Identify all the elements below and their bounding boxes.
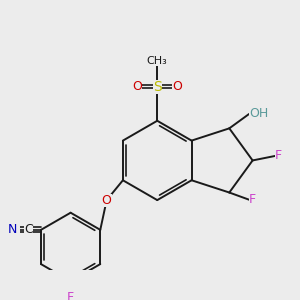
Text: CH₃: CH₃: [147, 56, 168, 66]
Text: O: O: [102, 194, 112, 207]
Text: O: O: [133, 80, 142, 93]
Text: F: F: [67, 291, 74, 300]
Text: F: F: [275, 149, 282, 162]
Text: O: O: [172, 80, 182, 93]
Text: F: F: [249, 193, 256, 206]
Text: N: N: [8, 223, 17, 236]
Text: OH: OH: [249, 107, 268, 120]
Text: S: S: [153, 80, 162, 94]
Text: C: C: [24, 223, 33, 236]
